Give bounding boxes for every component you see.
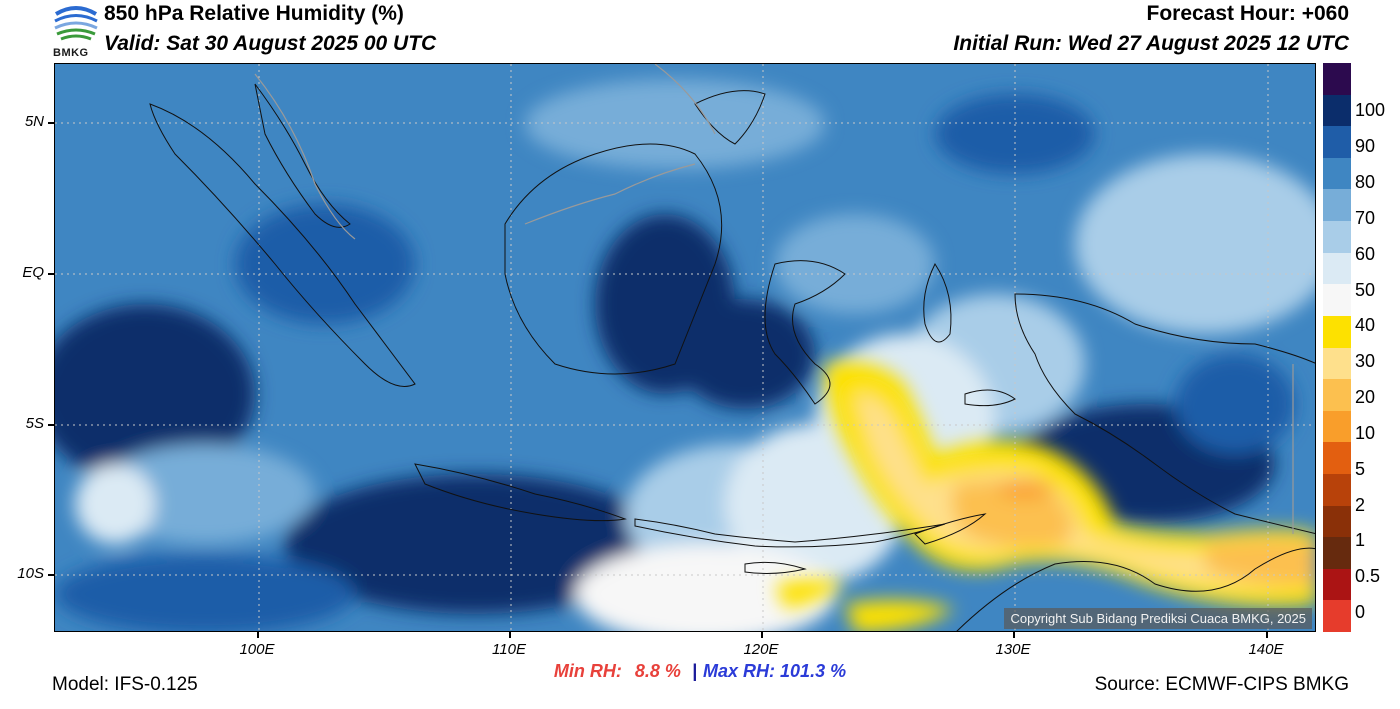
- colorbar-label: 10: [1355, 422, 1376, 443]
- colorbar-segment: [1323, 505, 1351, 538]
- colorbar-segment: [1323, 410, 1351, 443]
- valid-time: Valid: Sat 30 August 2025 00 UTC: [104, 32, 437, 55]
- colorbar-segment: [1323, 473, 1351, 507]
- lon-tick: [761, 632, 763, 638]
- colorbar-label: 80: [1355, 172, 1376, 193]
- chart-title: 850 hPa Relative Humidity (%): [104, 2, 404, 25]
- graticule: [55, 64, 1315, 631]
- lat-label-5n: 5N: [24, 113, 44, 130]
- colorbar-label: 0: [1355, 601, 1366, 622]
- humidity-map[interactable]: [54, 63, 1316, 632]
- max-rh-label: Max RH:: [703, 661, 776, 681]
- lat-tick: [48, 273, 54, 275]
- source-info: Source: ECMWF-CIPS BMKG: [1094, 674, 1349, 695]
- colorbar-label: 30: [1355, 351, 1376, 372]
- colorbar-label: 70: [1355, 207, 1376, 228]
- lat-tick: [48, 424, 54, 426]
- lon-label-100e: 100E: [239, 641, 275, 658]
- colorbar-label: 100: [1355, 100, 1386, 121]
- logo-text: BMKG: [53, 47, 89, 59]
- colorbar-label: 2: [1355, 494, 1366, 515]
- humidity-field: [55, 64, 1315, 631]
- copyright-notice: Copyright Sub Bidang Prediksi Cuaca BMKG…: [1004, 608, 1312, 629]
- lat-tick: [48, 574, 54, 576]
- lon-label-110e: 110E: [492, 641, 526, 658]
- lon-tick: [1013, 632, 1015, 638]
- lat-label-5s: 5S: [25, 415, 44, 432]
- lon-label-120e: 120E: [743, 641, 779, 658]
- colorbar-segment: [1323, 94, 1351, 127]
- coastlines: [149, 83, 1315, 631]
- lon-tick: [1266, 632, 1268, 638]
- colorbar-label: 40: [1355, 315, 1376, 336]
- lon-label-140e: 140E: [1248, 641, 1284, 658]
- forecast-hour: Forecast Hour: +060: [1146, 2, 1350, 25]
- colorbar-segment: [1323, 315, 1351, 348]
- initial-run: Initial Run: Wed 27 August 2025 12 UTC: [953, 32, 1349, 55]
- colorbar-segment: [1323, 347, 1351, 380]
- colorbar-segment: [1323, 442, 1351, 475]
- colorbar-segment: [1323, 537, 1351, 570]
- colorbar-label: 5: [1355, 458, 1366, 479]
- bmkg-logo-icon: [52, 2, 100, 60]
- colorbar-segment: [1323, 568, 1351, 601]
- colorbar-segment: [1323, 600, 1351, 633]
- borders: [254, 64, 1294, 534]
- colorbar-segment: [1323, 252, 1351, 285]
- colorbar: [1323, 63, 1351, 633]
- colorbar-label: 1: [1355, 530, 1366, 551]
- lon-label-130e: 130E: [995, 641, 1031, 658]
- lon-tick: [257, 632, 259, 638]
- colorbar-label: 90: [1355, 136, 1376, 157]
- lat-tick: [48, 122, 54, 124]
- lon-tick: [509, 632, 511, 638]
- max-rh-value: 101.3 %: [780, 661, 847, 681]
- colorbar-label: 50: [1355, 279, 1376, 300]
- min-rh-value: 8.8 %: [634, 661, 681, 681]
- colorbar-label: 60: [1355, 243, 1376, 264]
- colorbar-segment: [1323, 379, 1351, 412]
- colorbar-segment: [1323, 221, 1351, 254]
- rh-stats: Min RH: 8.8 % | Max RH: 101.3 %: [0, 661, 1400, 682]
- colorbar-segment: [1323, 126, 1351, 159]
- lat-label-eq: EQ: [22, 264, 44, 281]
- lat-label-10s: 10S: [17, 565, 44, 582]
- colorbar-segment: [1323, 157, 1351, 190]
- colorbar-segment: [1323, 284, 1351, 317]
- stats-separator: |: [691, 661, 697, 681]
- colorbar-segment: [1323, 189, 1351, 222]
- model-info: Model: IFS-0.125: [52, 674, 198, 695]
- colorbar-label: 0.5: [1355, 566, 1381, 587]
- min-rh-label: Min RH:: [553, 661, 622, 681]
- colorbar-segment: [1323, 63, 1351, 96]
- colorbar-label: 20: [1355, 387, 1376, 408]
